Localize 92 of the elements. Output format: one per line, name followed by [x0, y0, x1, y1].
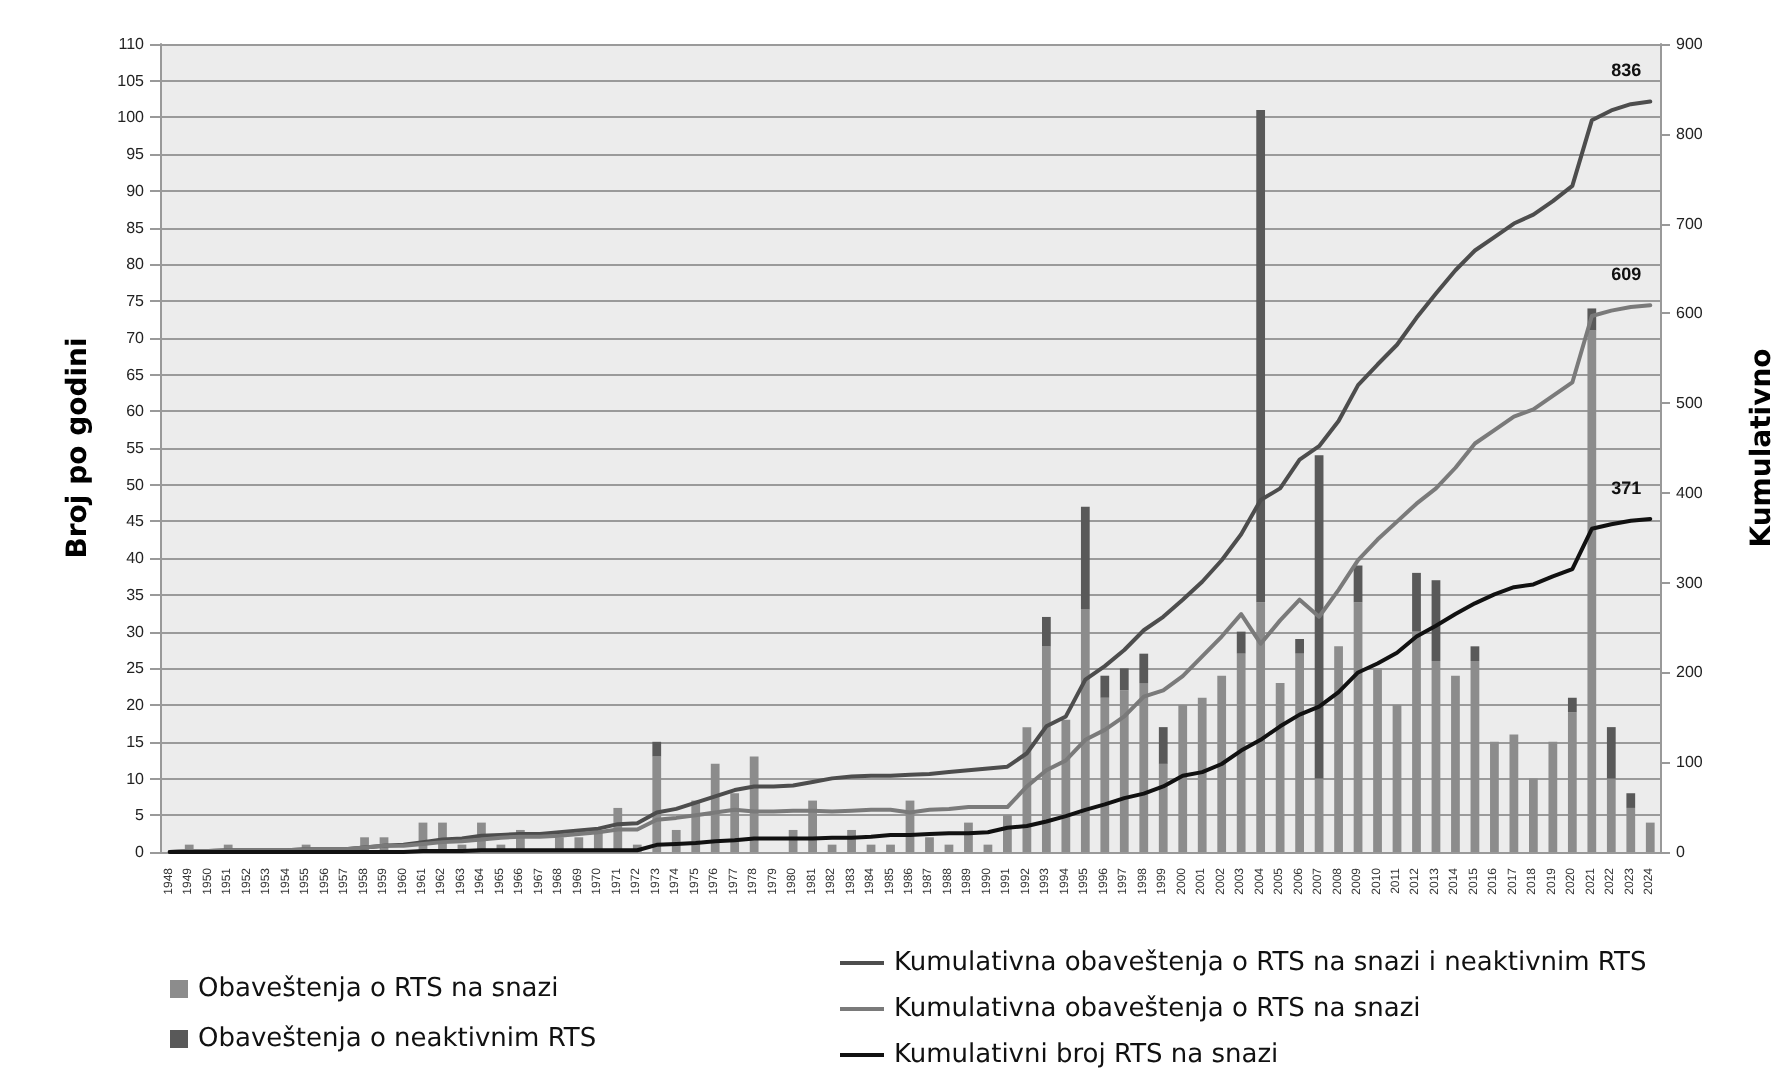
y-tick-label: 0 — [135, 843, 146, 861]
y-tick-label: 20 — [126, 696, 146, 715]
bar — [1158, 727, 1168, 764]
bar — [1314, 778, 1324, 852]
y-tick-label: 35 — [126, 585, 146, 604]
y-tick-label: 5 — [135, 806, 146, 825]
y-tick-label: 50 — [126, 475, 146, 494]
bar — [1197, 697, 1207, 852]
bar — [1567, 712, 1577, 852]
y2-tick-label: 500 — [1676, 394, 1704, 413]
y2-tick-label: 0 — [1676, 843, 1686, 861]
bar — [1490, 741, 1499, 852]
data-label: 836 — [1611, 60, 1642, 81]
y2-tick-label: 700 — [1676, 214, 1704, 233]
bar — [1548, 741, 1558, 852]
bar — [886, 844, 895, 852]
bar — [1256, 110, 1266, 603]
legend-label: Kumulativni broj RTS na snazi — [894, 1040, 1279, 1070]
line-series — [167, 516, 1653, 854]
y2-tick-label: 100 — [1676, 753, 1704, 772]
y-tick-label: 90 — [126, 181, 146, 200]
bar — [1295, 653, 1304, 852]
bar — [1217, 675, 1227, 852]
bar — [1334, 646, 1343, 852]
legend-label: Obaveštenja o RTS na snazi — [198, 974, 559, 1004]
y-tick-label: 25 — [126, 659, 146, 678]
legend-label: Obaveštenja o neaktivnim RTS — [198, 1024, 597, 1054]
data-label: 609 — [1611, 264, 1642, 285]
y-tick-label: 95 — [126, 145, 146, 164]
y-tick-label: 100 — [117, 108, 146, 127]
bar — [652, 741, 662, 757]
y2-tick-label: 800 — [1676, 124, 1704, 143]
y-tick-label: 10 — [126, 769, 146, 788]
bar — [1080, 506, 1090, 610]
bar — [1567, 697, 1577, 713]
bar — [1178, 705, 1188, 852]
y2-tick-label: 200 — [1676, 663, 1704, 682]
y-tick-label: 80 — [126, 255, 146, 274]
y-tick-label: 110 — [118, 35, 146, 53]
bar — [1606, 727, 1616, 779]
y-tick-label: 45 — [126, 512, 146, 531]
y-tick-label: 15 — [126, 732, 146, 751]
bar — [1295, 638, 1304, 654]
bar — [1236, 631, 1246, 654]
bar — [1626, 793, 1636, 808]
y-tick-label: 70 — [126, 328, 146, 347]
y-tick-label: 65 — [126, 365, 146, 384]
y2-tick-label: 400 — [1676, 483, 1704, 502]
bar — [1080, 609, 1090, 852]
bar — [1412, 572, 1421, 632]
data-label: 371 — [1611, 477, 1642, 498]
bar — [1119, 690, 1129, 852]
y-tick-label: 40 — [126, 549, 146, 568]
bar — [1470, 646, 1480, 662]
bar — [1100, 675, 1110, 698]
bar — [1256, 602, 1266, 852]
bar — [1451, 675, 1460, 852]
legend-label: Kumulativna obaveštenja o RTS na snazi — [894, 994, 1421, 1024]
bar — [1041, 616, 1051, 647]
bar — [1041, 646, 1051, 852]
y-axis-title: Broj po godini — [62, 337, 94, 559]
bar — [925, 837, 934, 852]
y-tick-label: 55 — [126, 439, 146, 457]
bar — [1275, 683, 1285, 852]
y-tick-label: 75 — [126, 292, 146, 311]
bar — [1236, 653, 1246, 852]
bar — [1528, 778, 1538, 852]
y-tick-label: 60 — [126, 402, 146, 421]
bar — [1431, 661, 1441, 852]
y2-tick-label: 900 — [1676, 35, 1704, 53]
bar — [1509, 734, 1519, 852]
bar — [1139, 683, 1149, 852]
y2-tick-label: 600 — [1676, 304, 1704, 323]
bar — [1158, 763, 1168, 852]
bar — [1626, 807, 1636, 852]
y-tick-label: 85 — [126, 218, 146, 237]
bar — [1587, 330, 1597, 852]
y-tick-label: 30 — [126, 622, 146, 641]
bar — [1373, 668, 1382, 852]
y2-axis-title: Kumulativno — [1746, 347, 1778, 548]
bar — [1119, 668, 1129, 691]
bar — [1139, 653, 1149, 684]
bar — [1470, 661, 1480, 852]
bar — [1061, 719, 1071, 852]
bar — [1412, 631, 1421, 852]
bar — [1645, 822, 1655, 852]
y-tick-label: 105 — [117, 71, 146, 90]
y2-tick-label: 300 — [1676, 573, 1704, 592]
bar — [1392, 705, 1402, 852]
legend-label: Kumulativna obaveštenja o RTS na snazi i neaktivnim RTS — [894, 948, 1647, 978]
bar — [1100, 697, 1110, 852]
bar — [1606, 778, 1616, 852]
